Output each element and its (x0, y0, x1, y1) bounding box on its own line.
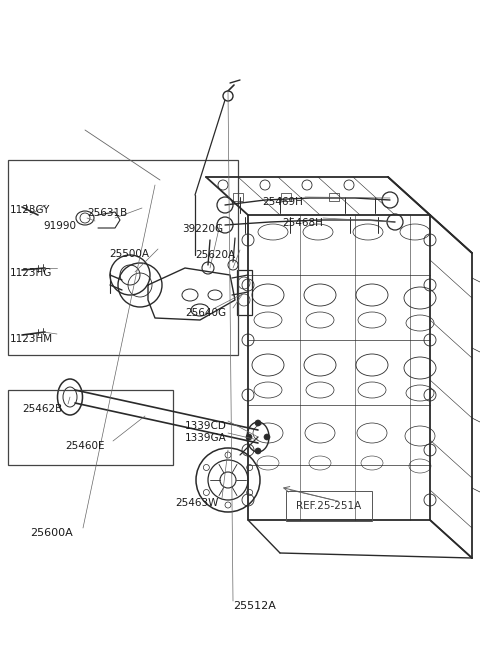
Text: 91990: 91990 (43, 221, 76, 231)
Text: 25463W: 25463W (175, 498, 218, 508)
Text: 25469H: 25469H (262, 197, 303, 207)
Text: 25631B: 25631B (87, 208, 127, 218)
Text: 25512A: 25512A (233, 601, 276, 611)
Bar (233, 193, 243, 201)
Text: 1339GA: 1339GA (185, 433, 227, 443)
Text: 25468H: 25468H (282, 218, 323, 228)
Text: 1123HG: 1123HG (10, 268, 52, 278)
Bar (8, 160, 238, 355)
Circle shape (264, 434, 270, 440)
Text: 39220G: 39220G (182, 224, 223, 234)
Circle shape (246, 434, 252, 440)
Text: 1339CD: 1339CD (185, 421, 227, 431)
Text: 25620A: 25620A (195, 250, 235, 260)
Circle shape (255, 448, 261, 454)
Text: 1123HM: 1123HM (10, 334, 53, 344)
Text: 1123GY: 1123GY (10, 205, 50, 215)
Bar (329, 193, 339, 201)
Text: 25460E: 25460E (65, 441, 105, 451)
Text: REF.25-251A: REF.25-251A (296, 501, 361, 511)
Text: 25500A: 25500A (109, 249, 149, 259)
Text: 25640G: 25640G (185, 308, 226, 318)
Text: 25462B: 25462B (22, 404, 62, 414)
Circle shape (255, 420, 261, 426)
Text: 25600A: 25600A (30, 528, 73, 538)
Bar (8, 390, 173, 465)
Bar (281, 193, 291, 201)
Bar (237, 270, 252, 315)
